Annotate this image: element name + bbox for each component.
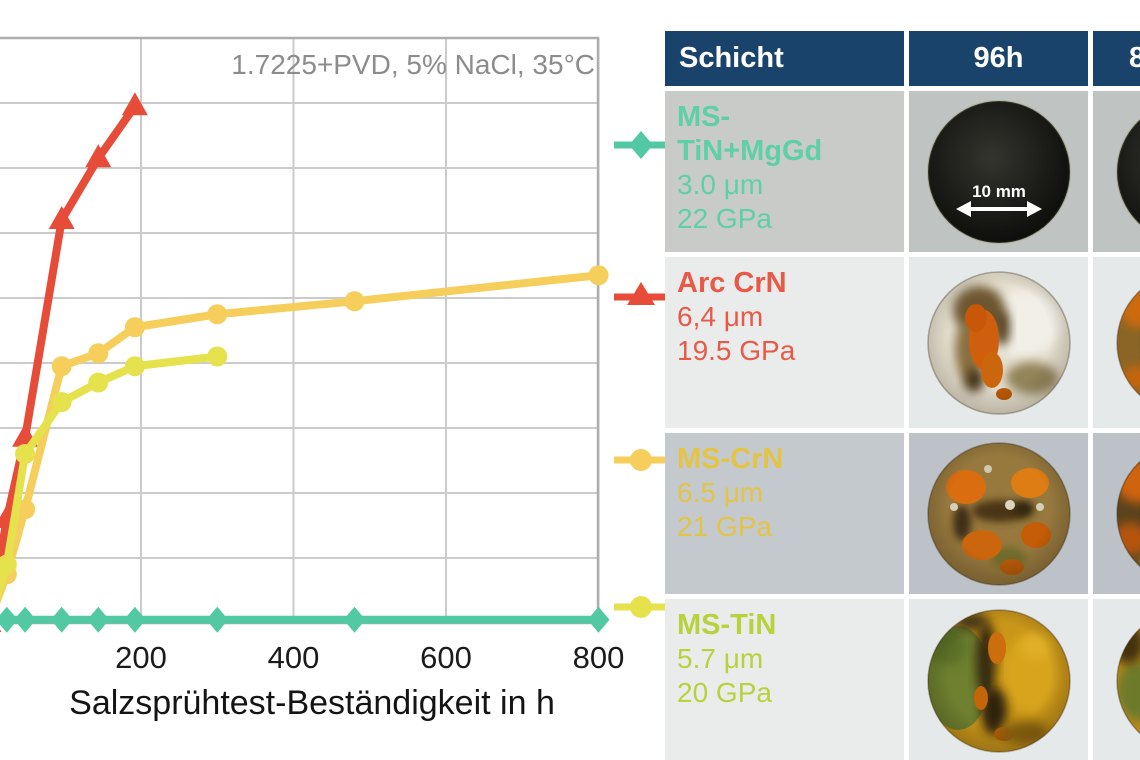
series-ms-tin-mggd (0, 606, 610, 633)
circle-marker-icon (0, 554, 17, 575)
legend-marker-ms-tin-mggd (612, 125, 670, 165)
legend-marker-ms-tin (612, 587, 670, 627)
circle-marker-icon (207, 304, 228, 325)
coating-label-arc-crn: Arc CrN 6,4 μm 19.5 GPa (665, 257, 904, 428)
circle-marker-icon (588, 265, 609, 286)
circle-marker-icon (51, 356, 72, 377)
sample-cell-ms-crn-96h (909, 433, 1088, 594)
sample-photo-arc-crn-96h (926, 270, 1071, 415)
series-layer (0, 92, 610, 633)
sample-photo-ms-tin-mggd-96h: 10 mm (926, 99, 1071, 244)
circle-marker-icon (207, 346, 228, 367)
legend-marker-arc-crn (612, 277, 670, 317)
diamond-marker-icon (123, 606, 146, 633)
diamond-marker-icon (50, 606, 73, 633)
sample-photo-arc-crn-8xxh (1116, 271, 1140, 414)
triangle-marker-icon (85, 144, 112, 168)
circle-marker-icon (88, 343, 109, 364)
sample-cell-ms-tin-8xxh (1093, 599, 1140, 760)
coating-thickness: 3.0 μm (677, 169, 764, 200)
circle-marker-icon (630, 449, 652, 471)
circle-marker-icon (124, 356, 145, 377)
diamond-marker-icon (0, 606, 18, 633)
sample-photo-ms-tin-96h (926, 608, 1071, 753)
triangle-marker-icon (0, 629, 2, 632)
circle-marker-icon (15, 444, 36, 464)
circle-marker-icon (344, 291, 365, 312)
diamond-marker-icon (87, 606, 110, 633)
coating-name: MS-TiN+MgGd (677, 101, 823, 167)
resistance-chart: 1.7225+PVD, 5% NaCl, 35°C 200 400 600 800 S… (0, 36, 624, 722)
coating-thickness: 5.7 μm (677, 643, 764, 674)
coating-label-ms-tin-mggd: MS-TiN+MgGd 3.0 μm 22 GPa (665, 91, 904, 252)
diamond-marker-icon (629, 131, 653, 159)
coating-name: MS-TiN (677, 609, 777, 641)
sample-table: Schicht 96h 8 MS-TiN+MgGd 3.0 μm 22 GPa … (665, 31, 1140, 760)
sample-photo-ms-tin-mggd-8xxh (1116, 117, 1140, 226)
circle-marker-icon (124, 317, 145, 338)
sample-cell-ms-tin-96h (909, 599, 1088, 760)
sample-cell-ms-tin-mggd-96h: 10 mm (909, 91, 1088, 252)
sample-cell-ms-crn-8xxh (1093, 433, 1140, 594)
diamond-marker-icon (14, 606, 37, 633)
coating-hardness: 20 GPa (677, 677, 772, 708)
column-header-96h: 96h (909, 31, 1088, 86)
coating-hardness: 19.5 GPa (677, 335, 796, 366)
sample-photo-ms-crn-8xxh (1116, 442, 1140, 585)
circle-marker-icon (630, 596, 652, 618)
triangle-marker-icon (121, 92, 148, 116)
sample-photo-ms-tin-8xxh (1116, 609, 1140, 752)
coating-thickness: 6.5 μm (677, 477, 764, 508)
diamond-marker-icon (206, 606, 229, 633)
coating-label-ms-tin: MS-TiN 5.7 μm 20 GPa (665, 599, 904, 760)
x-tick-600: 600 (420, 640, 472, 675)
sample-cell-arc-crn-96h (909, 257, 1088, 428)
column-header-schicht: Schicht (665, 31, 904, 86)
coating-label-ms-crn: MS-CrN 6.5 μm 21 GPa (665, 433, 904, 594)
x-tick-800: 800 (573, 640, 625, 675)
coating-name: MS-CrN (677, 443, 784, 475)
plot-area (0, 38, 598, 623)
scale-label: 10 mm (972, 182, 1026, 201)
coating-thickness: 6,4 μm (677, 301, 764, 332)
sample-photo-ms-crn-96h (926, 441, 1071, 586)
x-tick-labels: 200 400 600 800 (115, 640, 624, 675)
circle-marker-icon (51, 392, 72, 412)
chart-annotation: 1.7225+PVD, 5% NaCl, 35°C (231, 49, 595, 80)
column-header-8xx: 8 (1093, 31, 1140, 86)
coating-hardness: 22 GPa (677, 203, 772, 234)
triangle-marker-icon (627, 282, 655, 305)
diamond-marker-icon (343, 606, 366, 633)
sample-cell-arc-crn-8xxh (1093, 257, 1140, 428)
circle-marker-icon (88, 372, 109, 393)
legend-marker-ms-crn (612, 440, 670, 480)
triangle-marker-icon (48, 206, 75, 229)
coating-hardness: 21 GPa (677, 511, 772, 542)
coating-name: Arc CrN (677, 267, 787, 299)
x-tick-200: 200 (115, 640, 167, 675)
series-ms-tin (0, 346, 228, 600)
sample-cell-ms-tin-mggd-8xxh (1093, 91, 1140, 252)
diamond-marker-icon (587, 606, 610, 633)
x-tick-400: 400 (268, 640, 320, 675)
scale-arrow-icon (955, 200, 1042, 217)
x-axis-label: Salzsprühtest-Beständigkeit in h (69, 684, 555, 722)
